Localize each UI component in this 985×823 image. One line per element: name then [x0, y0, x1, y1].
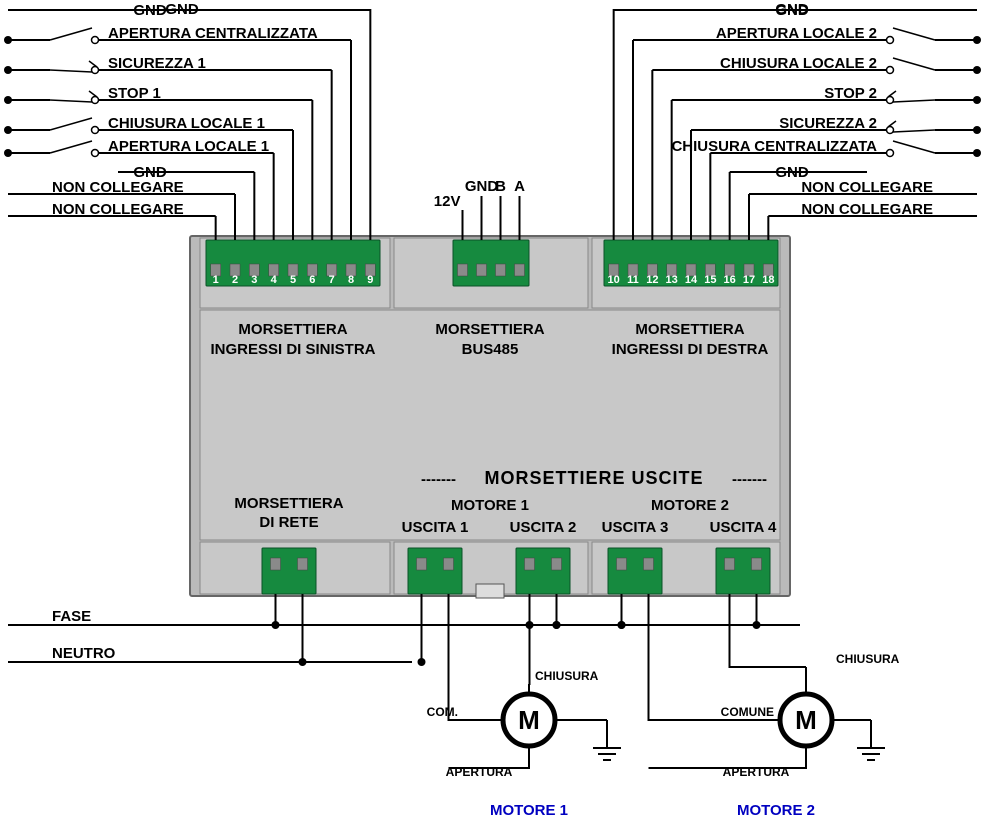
- svg-text:STOP 2: STOP 2: [824, 85, 877, 102]
- svg-text:MOTORE 1: MOTORE 1: [490, 802, 568, 819]
- svg-text:MORSETTIERA: MORSETTIERA: [635, 321, 744, 338]
- svg-text:10: 10: [608, 274, 620, 286]
- svg-text:GND: GND: [165, 1, 199, 18]
- svg-text:1: 1: [213, 274, 219, 286]
- svg-text:12: 12: [646, 274, 658, 286]
- wiring-diagram: 123456789101112131415161718MORSETTIERAIN…: [0, 0, 985, 823]
- svg-text:SICUREZZA 2: SICUREZZA 2: [779, 115, 877, 132]
- svg-text:USCITA 2: USCITA 2: [510, 519, 577, 536]
- svg-text:USCITA 4: USCITA 4: [710, 519, 777, 536]
- svg-text:GND: GND: [465, 178, 499, 195]
- svg-text:M: M: [518, 705, 540, 735]
- svg-text:-------: -------: [732, 471, 767, 488]
- svg-text:COMUNE: COMUNE: [721, 705, 774, 719]
- svg-text:MOTORE 1: MOTORE 1: [451, 497, 529, 514]
- svg-text:2: 2: [232, 274, 238, 286]
- svg-text:APERTURA LOCALE 2: APERTURA LOCALE 2: [716, 25, 877, 42]
- svg-text:STOP 1: STOP 1: [108, 85, 161, 102]
- svg-text:7: 7: [329, 274, 335, 286]
- svg-text:GND: GND: [133, 2, 167, 19]
- svg-text:BUS485: BUS485: [462, 341, 519, 358]
- svg-text:INGRESSI DI SINISTRA: INGRESSI DI SINISTRA: [210, 341, 375, 358]
- svg-text:6: 6: [309, 274, 315, 286]
- svg-text:GND: GND: [775, 2, 809, 19]
- svg-text:12V: 12V: [434, 193, 461, 210]
- svg-text:FASE: FASE: [52, 608, 91, 625]
- svg-text:SICUREZZA 1: SICUREZZA 1: [108, 55, 206, 72]
- svg-text:MOTORE 2: MOTORE 2: [737, 802, 815, 819]
- svg-text:11: 11: [627, 274, 639, 286]
- svg-text:9: 9: [367, 274, 373, 286]
- svg-text:4: 4: [271, 274, 278, 286]
- svg-text:8: 8: [348, 274, 354, 286]
- svg-text:NON COLLEGARE: NON COLLEGARE: [52, 201, 184, 218]
- svg-text:18: 18: [762, 274, 774, 286]
- svg-text:15: 15: [704, 274, 716, 286]
- svg-text:APERTURA: APERTURA: [446, 765, 513, 779]
- svg-text:13: 13: [666, 274, 678, 286]
- svg-text:CHIUSURA CENTRALIZZATA: CHIUSURA CENTRALIZZATA: [671, 138, 877, 155]
- svg-text:MORSETTIERA: MORSETTIERA: [435, 321, 544, 338]
- svg-text:A: A: [514, 178, 525, 195]
- svg-text:MORSETTIERE USCITE: MORSETTIERE USCITE: [484, 468, 703, 488]
- svg-text:APERTURA CENTRALIZZATA: APERTURA CENTRALIZZATA: [108, 25, 318, 42]
- svg-text:USCITA 1: USCITA 1: [402, 519, 469, 536]
- svg-text:M: M: [795, 705, 817, 735]
- svg-text:DI RETE: DI RETE: [259, 514, 318, 531]
- svg-text:3: 3: [251, 274, 257, 286]
- svg-text:B: B: [495, 178, 506, 195]
- svg-text:CHIUSURA: CHIUSURA: [836, 652, 900, 666]
- svg-text:CHIUSURA: CHIUSURA: [535, 669, 599, 683]
- svg-text:APERTURA: APERTURA: [723, 765, 790, 779]
- svg-text:COM.: COM.: [427, 705, 458, 719]
- svg-text:USCITA 3: USCITA 3: [602, 519, 669, 536]
- svg-text:APERTURA LOCALE 1: APERTURA LOCALE 1: [108, 138, 269, 155]
- svg-text:14: 14: [685, 274, 698, 286]
- svg-text:5: 5: [290, 274, 296, 286]
- svg-text:NON COLLEGARE: NON COLLEGARE: [801, 201, 933, 218]
- svg-text:NON COLLEGARE: NON COLLEGARE: [801, 179, 933, 196]
- svg-text:17: 17: [743, 274, 755, 286]
- svg-text:-------: -------: [421, 471, 456, 488]
- svg-text:CHIUSURA LOCALE 2: CHIUSURA LOCALE 2: [720, 55, 877, 72]
- svg-text:NEUTRO: NEUTRO: [52, 645, 116, 662]
- svg-text:16: 16: [724, 274, 736, 286]
- svg-text:MORSETTIERA: MORSETTIERA: [234, 495, 343, 512]
- svg-text:MORSETTIERA: MORSETTIERA: [238, 321, 347, 338]
- svg-text:MOTORE 2: MOTORE 2: [651, 497, 729, 514]
- svg-text:CHIUSURA LOCALE 1: CHIUSURA LOCALE 1: [108, 115, 265, 132]
- svg-text:NON COLLEGARE: NON COLLEGARE: [52, 179, 184, 196]
- svg-text:INGRESSI DI DESTRA: INGRESSI DI DESTRA: [612, 341, 769, 358]
